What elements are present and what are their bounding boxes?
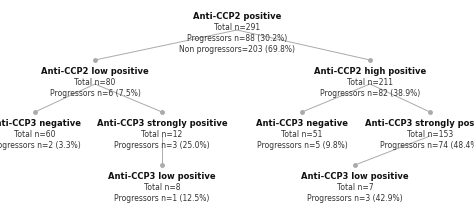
Text: Anti-CCP3 negative: Anti-CCP3 negative	[0, 118, 81, 127]
Text: Total n=12: Total n=12	[141, 129, 182, 138]
Text: Progressors n=3 (42.9%): Progressors n=3 (42.9%)	[307, 193, 403, 202]
Text: Anti-CCP3 negative: Anti-CCP3 negative	[256, 118, 348, 127]
Text: Anti-CCP2 positive: Anti-CCP2 positive	[193, 12, 281, 21]
Text: Total n=8: Total n=8	[144, 182, 180, 191]
Text: Anti-CCP3 low positive: Anti-CCP3 low positive	[301, 171, 409, 180]
Text: Anti-CCP2 high positive: Anti-CCP2 high positive	[314, 67, 426, 76]
Text: Anti-CCP3 strongly positive: Anti-CCP3 strongly positive	[365, 118, 474, 127]
Text: Progressors n=6 (7.5%): Progressors n=6 (7.5%)	[50, 89, 140, 97]
Text: Total n=51: Total n=51	[281, 129, 323, 138]
Text: Progressors n=5 (9.8%): Progressors n=5 (9.8%)	[256, 140, 347, 149]
Text: Progressors n=88 (30.2%): Progressors n=88 (30.2%)	[187, 34, 287, 43]
Text: Anti-CCP3 strongly positive: Anti-CCP3 strongly positive	[97, 118, 228, 127]
Text: Anti-CCP3 low positive: Anti-CCP3 low positive	[108, 171, 216, 180]
Text: Progressors n=2 (3.3%): Progressors n=2 (3.3%)	[0, 140, 81, 149]
Text: Progressors n=1 (12.5%): Progressors n=1 (12.5%)	[114, 193, 210, 202]
Text: Progressors n=82 (38.9%): Progressors n=82 (38.9%)	[320, 89, 420, 97]
Text: Total n=80: Total n=80	[74, 78, 116, 87]
Text: Progressors n=3 (25.0%): Progressors n=3 (25.0%)	[114, 140, 210, 149]
Text: Total n=211: Total n=211	[347, 78, 393, 87]
Text: Non progressors=203 (69.8%): Non progressors=203 (69.8%)	[179, 45, 295, 54]
Text: Progressors n=74 (48.4%): Progressors n=74 (48.4%)	[380, 140, 474, 149]
Text: Total n=153: Total n=153	[407, 129, 453, 138]
Text: Anti-CCP2 low positive: Anti-CCP2 low positive	[41, 67, 149, 76]
Text: Total n=60: Total n=60	[14, 129, 56, 138]
Text: Total n=291: Total n=291	[214, 23, 260, 32]
Text: Total n=7: Total n=7	[337, 182, 374, 191]
